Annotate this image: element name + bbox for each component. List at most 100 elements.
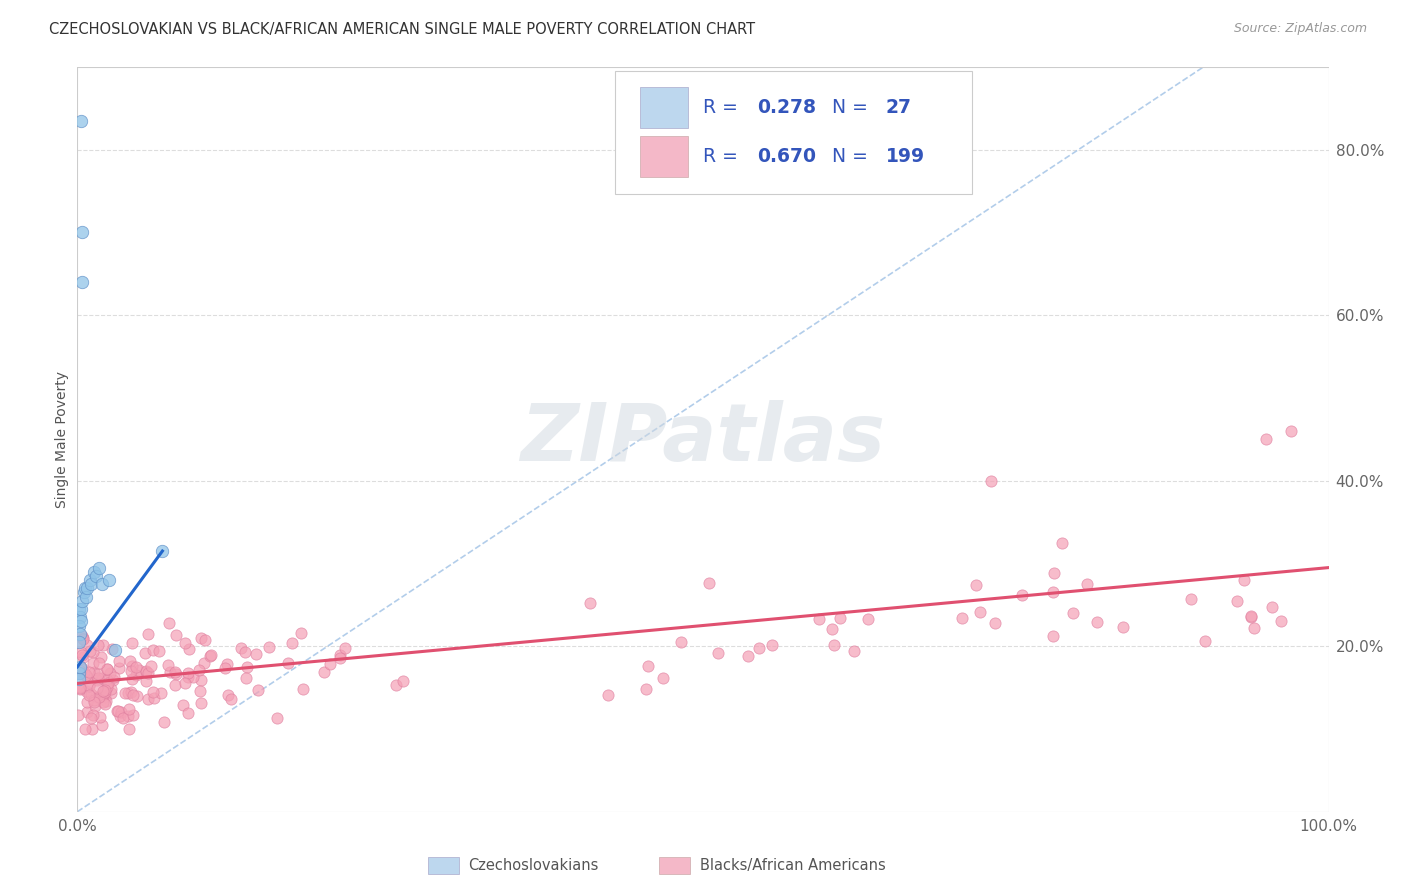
Point	[1279, 424, 1302, 438]
Point	[96, 673, 118, 687]
Point	[83, 693, 105, 707]
Point	[121, 659, 143, 673]
Point	[281, 635, 304, 649]
Point	[969, 606, 991, 620]
Point	[152, 544, 174, 558]
Point	[66, 665, 89, 679]
Point	[82, 722, 104, 736]
Point	[128, 663, 150, 677]
Point	[80, 687, 103, 701]
Text: N =: N =	[832, 147, 873, 166]
Point	[157, 658, 180, 673]
Y-axis label: Single Male Poverty: Single Male Poverty	[55, 371, 69, 508]
Point	[118, 701, 141, 715]
Point	[1112, 620, 1135, 634]
Point	[72, 593, 94, 607]
Point	[82, 656, 104, 670]
Point	[75, 668, 97, 682]
Point	[190, 696, 212, 710]
Point	[94, 694, 117, 708]
Point	[79, 676, 101, 690]
Point	[214, 661, 236, 675]
Point	[637, 659, 659, 673]
Point	[121, 672, 143, 686]
Point	[136, 627, 159, 641]
Point	[72, 632, 94, 646]
Point	[84, 698, 107, 713]
Point	[97, 675, 120, 690]
Point	[100, 681, 122, 696]
Point	[292, 682, 315, 697]
Point	[233, 645, 256, 659]
Point	[96, 662, 118, 676]
Point	[67, 663, 90, 677]
Point	[828, 611, 851, 625]
Point	[87, 638, 110, 652]
Point	[91, 688, 114, 702]
Point	[172, 698, 194, 713]
Point	[177, 706, 200, 720]
Point	[173, 636, 195, 650]
Text: R =: R =	[703, 98, 744, 118]
Point	[980, 474, 1002, 488]
Point	[76, 695, 98, 709]
Text: N =: N =	[832, 98, 873, 118]
Point	[190, 673, 212, 687]
Point	[101, 673, 124, 687]
Point	[94, 698, 117, 712]
Point	[1243, 621, 1265, 635]
Point	[87, 666, 110, 681]
Point	[66, 707, 89, 722]
Point	[72, 631, 94, 645]
Point	[73, 722, 96, 736]
Point	[97, 573, 120, 587]
Point	[83, 665, 105, 679]
Point	[91, 718, 114, 732]
Point	[104, 643, 127, 657]
Point	[1194, 633, 1216, 648]
Point	[761, 638, 783, 652]
Point	[79, 711, 101, 725]
Point	[1270, 615, 1292, 629]
Point	[91, 638, 114, 652]
Point	[90, 650, 112, 665]
Point	[135, 665, 157, 680]
Point	[1076, 577, 1098, 591]
Point	[217, 688, 239, 702]
Point	[231, 640, 253, 655]
Point	[83, 565, 105, 579]
Point	[120, 685, 142, 699]
Text: R =: R =	[703, 147, 744, 166]
Point	[93, 685, 115, 699]
Point	[148, 644, 170, 658]
Point	[737, 649, 759, 664]
Point	[79, 644, 101, 658]
Point	[82, 645, 104, 659]
Point	[124, 659, 146, 673]
Point	[69, 660, 91, 674]
Point	[69, 680, 91, 694]
Point	[77, 665, 100, 679]
Point	[84, 690, 107, 704]
Point	[67, 635, 90, 649]
Point	[79, 573, 101, 587]
Point	[77, 679, 100, 693]
Point	[150, 686, 173, 700]
Point	[135, 664, 157, 678]
Point	[159, 665, 181, 679]
Point	[188, 663, 211, 677]
FancyBboxPatch shape	[616, 70, 972, 194]
Text: 0.278: 0.278	[756, 98, 815, 118]
Point	[93, 685, 115, 699]
Point	[80, 577, 103, 591]
Point	[75, 684, 97, 698]
Point	[579, 596, 602, 610]
Point	[114, 686, 136, 700]
Point	[125, 689, 148, 703]
Point	[165, 667, 187, 681]
Point	[634, 682, 657, 697]
Point	[598, 689, 620, 703]
Text: ZIPatlas: ZIPatlas	[520, 401, 886, 478]
Point	[142, 690, 165, 705]
Point	[1011, 588, 1033, 602]
